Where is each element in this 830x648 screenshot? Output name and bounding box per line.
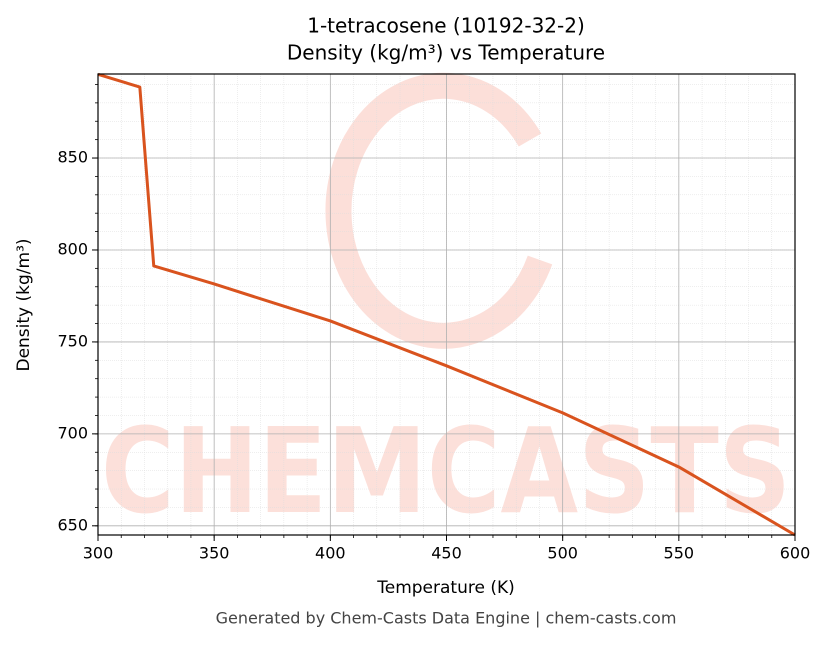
chart-title: 1-tetracosene (10192-32-2) [307,14,585,38]
chart-subtitle: Density (kg/m³) vs Temperature [287,41,605,65]
plot-frame [97,73,796,536]
y-axis-label: Density (kg/m³) [14,238,34,371]
watermark: CHEMCASTS [101,402,791,540]
y-tick-label: 650 [57,515,88,534]
y-tick-label: 750 [57,331,88,350]
y-tick-label: 850 [57,148,88,167]
footer: Generated by Chem-Casts Data Engine | ch… [216,609,677,628]
x-tick-label: 500 [547,544,578,563]
x-tick-label: 350 [199,544,230,563]
x-tick-label: 600 [780,544,811,563]
x-axis-label: Temperature (K) [376,578,515,598]
x-tick-label: 400 [315,544,346,563]
watermark-logo [325,72,553,349]
x-tick-label: 550 [664,544,695,563]
x-tick-label: 450 [431,544,462,563]
y-tick-label: 700 [57,423,88,442]
data-line [97,72,796,537]
y-tick-label: 800 [57,239,88,258]
x-tick-label: 300 [83,544,114,563]
